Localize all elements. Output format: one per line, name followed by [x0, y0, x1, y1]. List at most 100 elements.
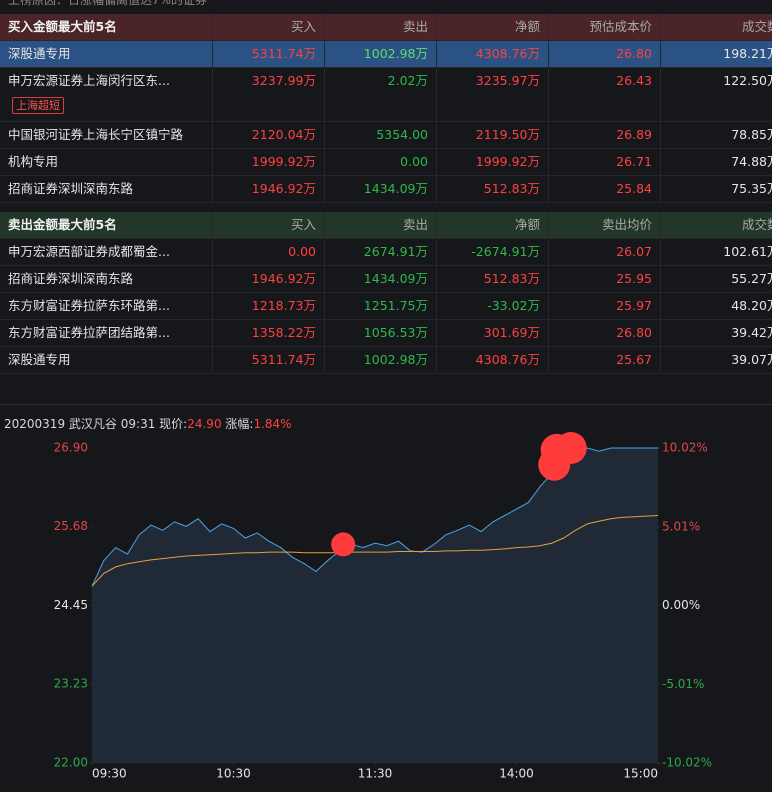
name-cell: 东方财富证券拉萨团结路第...	[0, 320, 213, 346]
value-cell: 122.50万股	[661, 68, 772, 121]
value-cell: -33.02万	[437, 293, 549, 319]
value-cell: 48.20万股	[661, 293, 772, 319]
value-cell: 198.21万股	[661, 41, 772, 67]
value-cell: 1251.75万	[325, 293, 437, 319]
value-cell: 1946.92万	[213, 266, 325, 292]
x-tick-label: 14:00	[499, 767, 534, 781]
sell-table: 卖出金额最大前5名买入卖出净额卖出均价成交数量申万宏源西部证券成都蜀金...0.…	[0, 212, 772, 374]
value-cell: 26.80	[549, 320, 661, 346]
price-area	[92, 448, 658, 763]
value-cell: 2119.50万	[437, 122, 549, 148]
quote-info: 20200319 武汉凡谷 09:31 现价:24.90 涨幅:1.84%	[4, 415, 292, 432]
value-cell: 5311.74万	[213, 41, 325, 67]
value-cell: -2674.91万	[437, 239, 549, 265]
trade-marker	[331, 532, 356, 557]
name-cell: 深股通专用	[0, 347, 213, 373]
name-cell: 中国银河证券上海长宁区镇宁路	[0, 122, 213, 148]
tag: 上海超短	[12, 97, 64, 114]
value-cell: 1358.22万	[213, 320, 325, 346]
header-cell: 买入	[213, 14, 325, 40]
value-cell: 2.02万	[325, 68, 437, 121]
header-cell: 预估成本价	[549, 14, 661, 40]
value-cell: 25.95	[549, 266, 661, 292]
y-tick-label: 24.45	[54, 598, 88, 612]
value-cell: 3237.99万	[213, 68, 325, 121]
value-cell: 102.61万股	[661, 239, 772, 265]
value-cell: 1946.92万	[213, 176, 325, 202]
header-cell: 净额	[437, 14, 549, 40]
value-cell: 5354.00	[325, 122, 437, 148]
price-label: 现价:	[159, 417, 188, 431]
name-cell: 机构专用	[0, 149, 213, 175]
value-cell: 26.89	[549, 122, 661, 148]
value-cell: 75.35万股	[661, 176, 772, 202]
table-row: 申万宏源西部证券成都蜀金... 0.00 2674.91万 -2674.91万 26.0…	[0, 239, 772, 266]
table-row: 招商证券深圳深南东路 1946.92万 1434.09万 512.83万 25.84 75…	[0, 176, 772, 203]
table-row: 申万宏源证券上海闵行区东... 3237.99万 2.02万 3235.97万 26.4…	[0, 68, 772, 122]
buy-table: 买入金额最大前5名买入卖出净额预估成本价成交数量深股通专用5311.74万100…	[0, 14, 772, 203]
x-tick-label: 09:30	[92, 767, 127, 781]
y2-tick-label: 10.02%	[662, 441, 708, 455]
value-cell: 3235.97万	[437, 68, 549, 121]
value-cell: 2674.91万	[325, 239, 437, 265]
table-row: 东方财富证券拉萨东环路第... 1218.73万 1251.75万 -33.02万 25…	[0, 293, 772, 320]
header-cell: 卖出均价	[549, 212, 661, 238]
y-tick-label: 26.90	[54, 441, 88, 455]
value-cell: 1056.53万	[325, 320, 437, 346]
table-row: 深股通专用5311.74万1002.98万4308.76万25.6739.07万…	[0, 347, 772, 374]
name-cell: 申万宏源西部证券成都蜀金...	[0, 239, 213, 265]
value-cell: 78.85万股	[661, 122, 772, 148]
table-row: 深股通专用 5311.74万 1002.98万 4308.76万 26.80 198.21…	[0, 41, 772, 68]
header-row: 买入金额最大前5名买入卖出净额预估成本价成交数量	[0, 14, 772, 41]
value-cell: 301.69万	[437, 320, 549, 346]
y-tick-label: 22.00	[54, 756, 88, 770]
table-row: 东方财富证券拉萨团结路第... 1358.22万 1056.53万 301.69万 26…	[0, 320, 772, 347]
divider	[0, 404, 772, 405]
name-cell: 招商证券深圳深南东路	[0, 266, 213, 292]
y2-tick-label: 0.00%	[662, 598, 700, 612]
header-cell: 净额	[437, 212, 549, 238]
y-tick-label: 25.68	[54, 519, 88, 533]
trade-marker	[554, 432, 587, 464]
change: 1.84%	[253, 417, 292, 431]
value-cell: 512.83万	[437, 176, 549, 202]
value-cell: 55.27万股	[661, 266, 772, 292]
header-cell: 成交数量	[661, 212, 772, 238]
header-cell: 买入金额最大前5名	[0, 14, 213, 40]
header-row: 卖出金额最大前5名买入卖出净额卖出均价成交数量	[0, 212, 772, 239]
value-cell: 5311.74万	[213, 347, 325, 373]
value-cell: 0.00	[213, 239, 325, 265]
value-cell: 1002.98万	[325, 347, 437, 373]
value-cell: 512.83万	[437, 266, 549, 292]
value-cell: 2120.04万	[213, 122, 325, 148]
y2-tick-label: 5.01%	[662, 519, 700, 533]
name-cell: 申万宏源证券上海闵行区东...	[0, 68, 213, 121]
value-cell: 26.80	[549, 41, 661, 67]
value-cell: 1218.73万	[213, 293, 325, 319]
value-cell: 39.42万股	[661, 320, 772, 346]
average-line	[91, 515, 659, 587]
value-cell: 26.07	[549, 239, 661, 265]
name-cell: 招商证券深圳深南东路	[0, 176, 213, 202]
y2-tick-label: -10.02%	[662, 756, 712, 770]
value-cell: 26.43	[549, 68, 661, 121]
x-tick-label: 10:30	[216, 767, 251, 781]
price: 24.90	[187, 417, 222, 431]
value-cell: 39.07万股	[661, 347, 772, 373]
x-tick-label: 11:30	[358, 767, 393, 781]
name-cell: 深股通专用	[0, 41, 213, 67]
table-row: 招商证券深圳深南东路 1946.92万 1434.09万 512.83万 25.95 55…	[0, 266, 772, 293]
time: 09:31	[120, 417, 156, 431]
y2-tick-label: -5.01%	[662, 677, 704, 691]
value-cell: 25.97	[549, 293, 661, 319]
change-label: 涨幅:	[225, 417, 254, 431]
value-cell: 1999.92万	[213, 149, 325, 175]
value-cell: 4308.76万	[437, 41, 549, 67]
reason: 上榜原因：日涨幅偏离值达7%的证券	[8, 0, 208, 7]
header-cell: 卖出	[325, 212, 437, 238]
value-cell: 1002.98万	[325, 41, 437, 67]
value-cell: 26.71	[549, 149, 661, 175]
